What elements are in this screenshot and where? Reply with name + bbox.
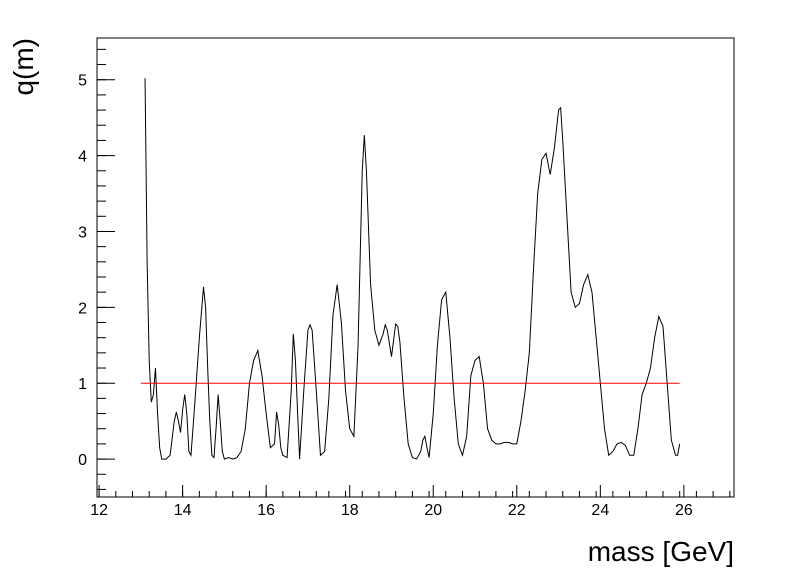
x-tick-label: 12 (90, 502, 108, 519)
y-tick-label: 5 (78, 73, 87, 90)
y-tick-label: 1 (78, 376, 87, 393)
x-tick-label: 26 (675, 502, 693, 519)
x-axis-label: mass [GeV] (588, 536, 734, 567)
y-axis-label: q(m) (8, 38, 39, 96)
x-tick-label: 16 (257, 502, 275, 519)
y-tick-label: 2 (78, 300, 87, 317)
plot-frame (96, 37, 735, 498)
x-tick-label: 14 (174, 502, 192, 519)
series-group (140, 78, 681, 460)
y-tick-label: 4 (78, 149, 87, 166)
x-tick-label: 24 (591, 502, 609, 519)
x-tick-label: 20 (424, 502, 442, 519)
y-tick-label: 3 (78, 224, 87, 241)
x-axis-ticks: 12 14 16 18 20 22 24 26 (90, 485, 731, 519)
x-tick-label: 22 (508, 502, 526, 519)
x-tick-label: 18 (341, 502, 359, 519)
q-curve-line (144, 78, 681, 460)
y-tick-label: 0 (78, 452, 87, 469)
y-axis-ticks: 0 1 2 3 4 5 (78, 48, 115, 490)
